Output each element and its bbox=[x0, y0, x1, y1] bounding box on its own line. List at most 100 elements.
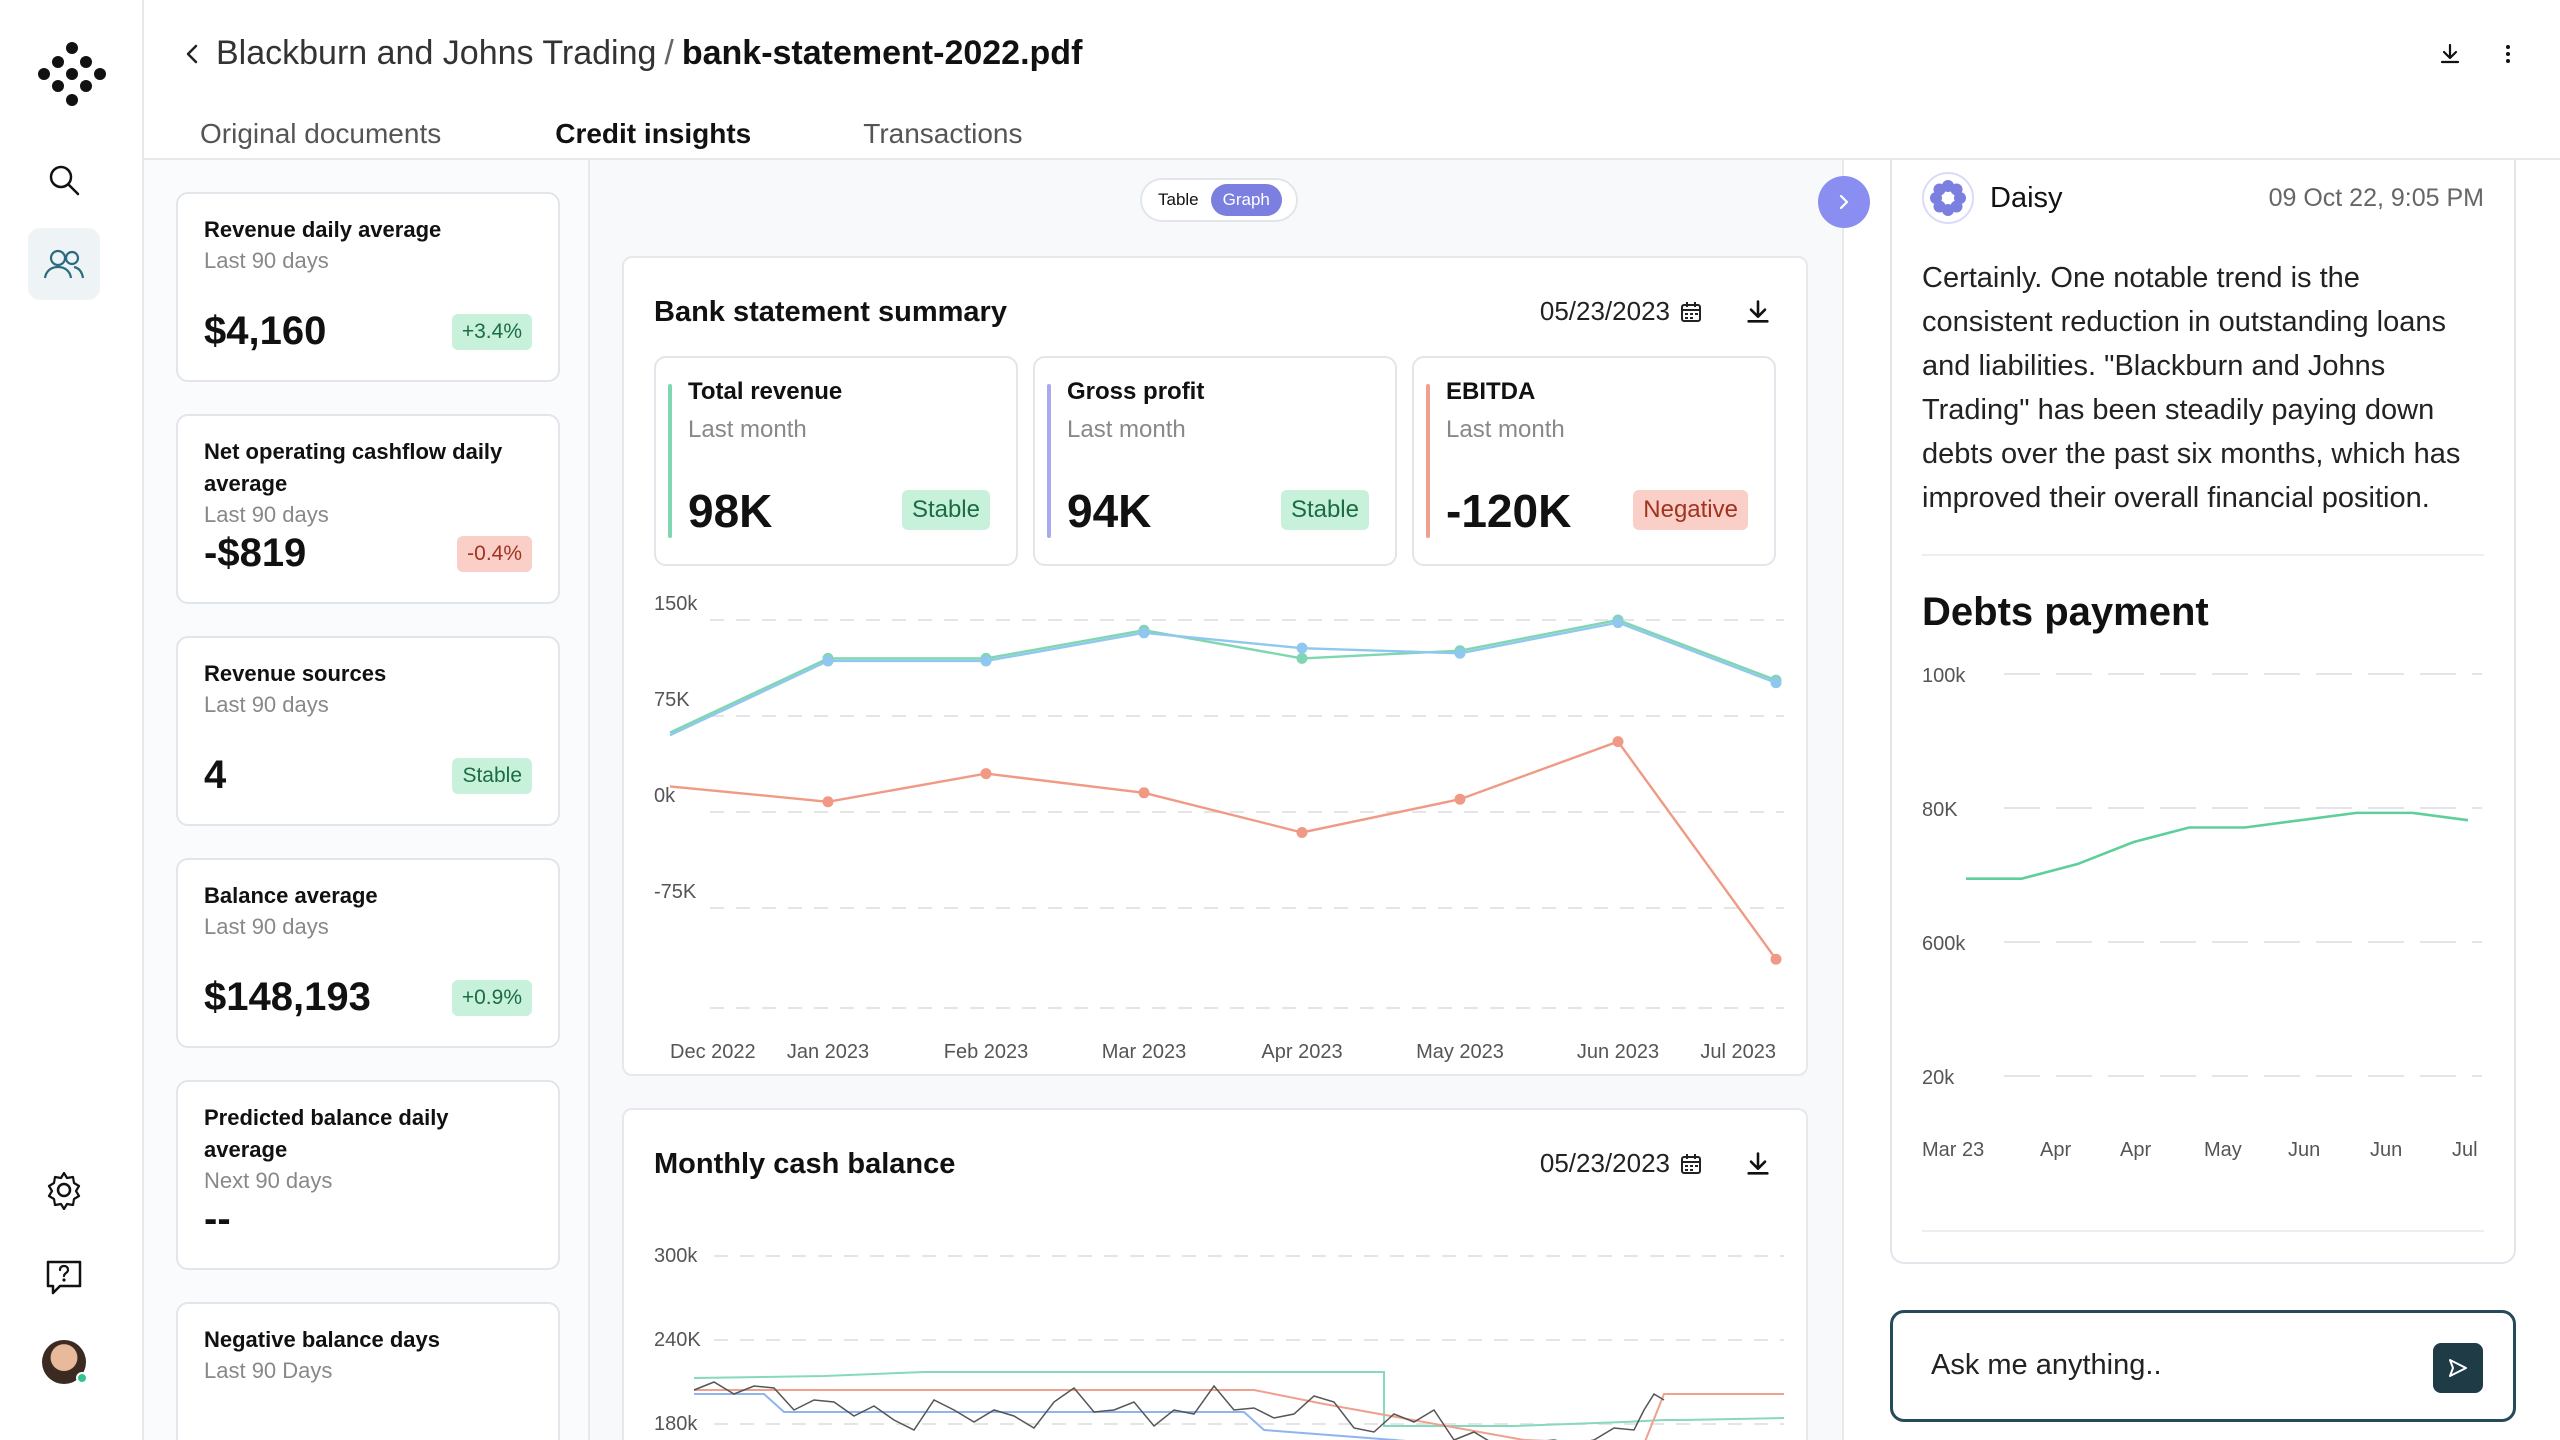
x-tick-label: Jun 2023 bbox=[1577, 1041, 1659, 1063]
assistant-message: Certainly. One notable trend is the cons… bbox=[1922, 262, 2461, 514]
y-tick-label: 180k bbox=[654, 1413, 698, 1435]
metric-subtitle: Last month bbox=[688, 416, 807, 443]
metric-card-ebitda[interactable]: EBITDA Last month -120K Negative bbox=[1412, 356, 1776, 566]
kpi-subtitle: Last 90 days bbox=[204, 502, 329, 527]
metric-value: -120K bbox=[1446, 485, 1572, 537]
settings-nav-button[interactable] bbox=[28, 1154, 100, 1226]
y-tick-label: 240K bbox=[654, 1329, 701, 1351]
kpi-card[interactable]: Predicted balance daily average Next 90 … bbox=[176, 1080, 560, 1270]
y-tick-label: 0k bbox=[654, 785, 676, 807]
help-nav-button[interactable] bbox=[28, 1240, 100, 1312]
clients-nav-button[interactable] bbox=[28, 228, 100, 300]
x-tick-label: Dec 2022 bbox=[670, 1041, 756, 1063]
view-toggle-table[interactable]: Table bbox=[1158, 190, 1199, 209]
y-tick-label: 80K bbox=[1922, 799, 1958, 821]
metric-card-total-revenue[interactable]: Total revenue Last month 98K Stable bbox=[654, 356, 1018, 566]
debts-series-line bbox=[1966, 811, 2469, 880]
y-tick-label: -75K bbox=[654, 881, 697, 903]
metric-card-gross-profit[interactable]: Gross profit Last month 94K Stable bbox=[1033, 356, 1397, 566]
bank-summary-card: Bank statement summary 05/23/2023 Total … bbox=[622, 256, 1808, 1076]
metric-title: Total revenue bbox=[688, 378, 843, 405]
kpi-title: Revenue sources bbox=[204, 661, 387, 686]
view-toggle-graph[interactable]: Graph bbox=[1210, 184, 1282, 216]
kpi-status-badge: Stable bbox=[452, 758, 532, 794]
back-chevron-icon[interactable] bbox=[176, 38, 208, 70]
kpi-title: Balance average bbox=[204, 883, 378, 908]
page-header: Blackburn and Johns Trading / bank-stateme… bbox=[144, 0, 2560, 166]
kpi-card[interactable]: Revenue daily average Last 90 days $4,16… bbox=[176, 192, 560, 382]
help-chat-icon bbox=[46, 1260, 82, 1295]
y-tick-label: 75K bbox=[654, 689, 690, 711]
date-picker[interactable]: 05/23/2023 bbox=[1540, 296, 1702, 327]
metric-title: EBITDA bbox=[1446, 378, 1536, 405]
divider bbox=[1922, 1230, 2484, 1232]
collapse-panel-button[interactable] bbox=[1818, 176, 1870, 228]
insights-panel: Table Graph Bank statement summary 05/23… bbox=[590, 160, 1842, 1440]
data-point bbox=[980, 655, 992, 667]
data-point bbox=[1138, 627, 1150, 639]
x-tick-label: Jan 2023 bbox=[787, 1041, 869, 1063]
card-title: Monthly cash balance bbox=[654, 1148, 956, 1180]
kpi-card[interactable]: Balance average Last 90 days $148,193 +0… bbox=[176, 858, 560, 1048]
kpi-value: $148,193 bbox=[204, 975, 371, 1019]
chat-input-placeholder[interactable]: Ask me anything.. bbox=[1931, 1349, 2162, 1381]
series-line-2 bbox=[669, 740, 1777, 960]
chevron-right-icon bbox=[1839, 194, 1849, 210]
x-tick-label: Jul bbox=[2452, 1139, 2478, 1161]
y-tick-label: 150k bbox=[654, 593, 698, 615]
search-icon bbox=[49, 165, 80, 196]
kpi-card[interactable]: Net operating cashflow daily average Las… bbox=[176, 414, 560, 604]
download-icon[interactable] bbox=[1744, 298, 1772, 326]
assistant-name: Daisy bbox=[1990, 182, 2063, 214]
kpi-title: Negative balance days bbox=[204, 1327, 441, 1352]
x-tick-label: Jun bbox=[2288, 1139, 2320, 1161]
bank-summary-line-chart: 150k 75K 0k -75K Dec 2022 Jan 2023 Feb 2023 Mar… bbox=[654, 593, 1784, 1063]
kpi-subtitle: Last 90 days bbox=[204, 248, 329, 273]
kpi-change-badge: +3.4% bbox=[451, 314, 532, 350]
data-point bbox=[1296, 642, 1308, 654]
more-options-button[interactable] bbox=[2490, 36, 2526, 72]
breadcrumb-parent-link[interactable]: Blackburn and Johns Trading bbox=[216, 34, 657, 72]
tab-credit-insights[interactable]: Credit insights bbox=[499, 118, 808, 166]
data-point bbox=[1770, 677, 1782, 689]
data-point bbox=[1454, 647, 1466, 659]
kpi-card[interactable]: Revenue sources Last 90 days 4 Stable bbox=[176, 636, 560, 826]
download-button[interactable] bbox=[2432, 36, 2468, 72]
assistant-avatar bbox=[1922, 172, 1974, 224]
divider bbox=[1922, 554, 2484, 556]
tab-transactions[interactable]: Transactions bbox=[863, 118, 1023, 149]
metric-value: 94K bbox=[1067, 485, 1152, 537]
kpi-card[interactable]: Negative balance days Last 90 Days bbox=[176, 1302, 560, 1440]
x-tick-label: Jul 2023 bbox=[1700, 1041, 1776, 1063]
gear-icon bbox=[47, 1171, 81, 1210]
data-point bbox=[980, 768, 992, 780]
x-tick-label: Apr bbox=[2120, 1139, 2151, 1161]
data-point bbox=[1296, 652, 1308, 664]
user-avatar[interactable] bbox=[42, 1340, 88, 1384]
download-icon[interactable] bbox=[1744, 1150, 1772, 1178]
kpi-title: Net operating cashflow daily average bbox=[204, 439, 503, 496]
data-point bbox=[822, 655, 834, 667]
y-tick-label: 20k bbox=[1922, 1067, 1955, 1089]
debts-payment-chart: 100k 80K 600k 20k Mar 23 Apr Apr May Jun Jun Jul bbox=[1922, 665, 2482, 1161]
date-picker[interactable]: 05/23/2023 bbox=[1540, 1148, 1702, 1179]
flower-icon bbox=[1930, 180, 1966, 216]
y-tick-label: 300k bbox=[654, 1245, 698, 1267]
cash-series-green bbox=[693, 1371, 1785, 1427]
date-value: 05/23/2023 bbox=[1539, 1148, 1670, 1178]
breadcrumb: Blackburn and Johns Trading / bank-stateme… bbox=[216, 34, 1082, 73]
breadcrumb-separator: / bbox=[664, 34, 674, 72]
metric-title: Gross profit bbox=[1067, 378, 1205, 405]
send-button[interactable] bbox=[2433, 1343, 2483, 1393]
x-tick-label: Feb 2023 bbox=[944, 1041, 1029, 1063]
kpi-title: Predicted balance daily average bbox=[204, 1105, 449, 1162]
calendar-icon bbox=[1681, 301, 1701, 322]
series-line-1 bbox=[669, 621, 1777, 737]
left-rail bbox=[0, 0, 144, 1440]
tab-bar: Original documents Credit insights Trans… bbox=[200, 118, 1081, 166]
x-tick-label: Apr 2023 bbox=[1261, 1041, 1342, 1063]
chat-input-box[interactable]: Ask me anything.. bbox=[1890, 1310, 2516, 1422]
tab-original-documents[interactable]: Original documents bbox=[200, 118, 442, 149]
app-logo-icon[interactable] bbox=[38, 40, 106, 108]
search-nav-button[interactable] bbox=[28, 144, 100, 216]
